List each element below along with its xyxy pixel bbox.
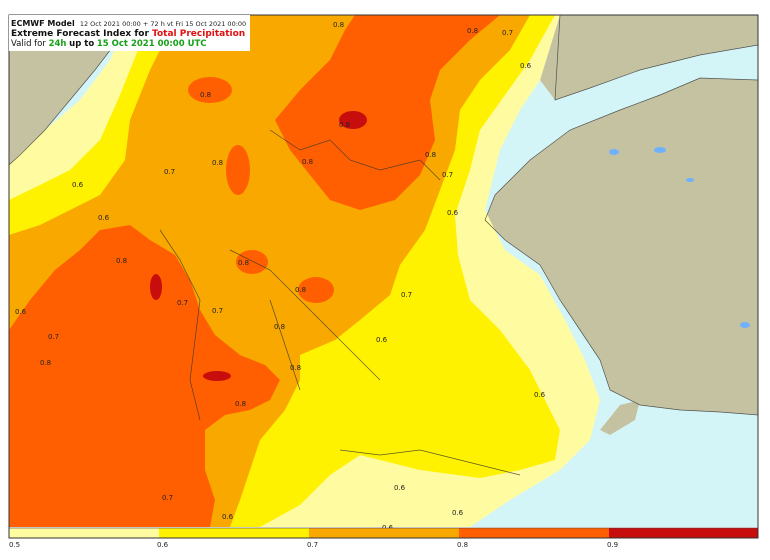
contour-label: 0.6 [520, 62, 532, 70]
colorbar-ticks: 0.5 0.6 0.7 0.8 0.9 [9, 541, 618, 549]
efi-blob-09b [150, 274, 162, 300]
colorbar-tick-label: 0.9 [607, 541, 618, 549]
colorbar-tick-label: 0.8 [457, 541, 468, 549]
valid-mid: up to [69, 39, 95, 49]
colorbar-tick-label: 0.6 [157, 541, 169, 549]
land-north [540, 15, 758, 100]
contour-label: 0.7 [212, 307, 223, 315]
contour-label: 0.7 [162, 494, 173, 502]
contour-label: 0.8 [200, 91, 211, 99]
contour-label: 0.8 [238, 259, 249, 267]
colorbar-seg-07 [309, 528, 459, 538]
colorbar-tick-label: 0.7 [307, 541, 318, 549]
colorbar-seg-05 [9, 528, 159, 538]
efi-blob-09c [203, 371, 231, 381]
parameter-name: Total Precipitation [152, 29, 246, 39]
contour-label: 0.8 [339, 121, 350, 129]
efi-band-08-north [275, 15, 500, 210]
efi-blob-08c [236, 250, 268, 274]
contour-label: 0.6 [15, 308, 27, 316]
efi-blob-08a [188, 77, 232, 103]
contour-label: 0.6 [452, 509, 464, 517]
map-frame [8, 14, 759, 539]
lakes [609, 147, 750, 328]
contour-label: 0.8 [333, 21, 344, 29]
contour-label: 0.6 [534, 391, 546, 399]
contour-label: 0.6 [376, 336, 388, 344]
efi-blob-08b [226, 145, 250, 195]
contour-label: 0.7 [502, 29, 513, 37]
land-island-east [600, 400, 640, 435]
contour-label: 0.7 [442, 171, 453, 179]
contour-label: 0.8 [467, 27, 478, 35]
contour-label: 0.6 [394, 484, 406, 492]
contour-label: 0.8 [295, 286, 306, 294]
contour-label: 0.8 [235, 400, 246, 408]
contour-label: 0.8 [212, 159, 223, 167]
valid-date: 15 Oct 2021 00:00 UTC [96, 39, 207, 49]
contour-label: 0.6 [222, 513, 234, 521]
colorbar-seg-06 [159, 528, 309, 538]
valid-prefix: Valid for [11, 39, 46, 49]
run-info: 12 Oct 2021 00:00 + 72 h vt Fri 15 Oct 2… [79, 20, 247, 28]
contour-label: 0.8 [302, 158, 313, 166]
accumulation-period: 24h [48, 39, 67, 49]
contour-label: 0.7 [401, 291, 412, 299]
title-prefix: Extreme Forecast Index for [11, 29, 149, 39]
contour-label: 0.7 [164, 168, 175, 176]
contour-label: 0.8 [425, 151, 436, 159]
efi-blob-08d [298, 277, 334, 303]
contour-label: 0.6 [72, 181, 84, 189]
efi-blob-09a [339, 111, 367, 129]
colorbar-seg-09 [609, 528, 758, 538]
contour-label: 0.6 [98, 214, 110, 222]
land-anatolia [485, 78, 758, 415]
contour-label: 0.6 [447, 209, 459, 217]
colorbar-tick-label: 0.5 [9, 541, 20, 549]
contour-label: 0.7 [177, 299, 188, 307]
contour-label: 0.8 [116, 257, 127, 265]
contour-label: 0.8 [40, 359, 51, 367]
contour-label: 0.8 [274, 323, 285, 331]
land-west [9, 15, 130, 165]
colorbar-seg-08 [459, 528, 609, 538]
contour-label: 0.8 [290, 364, 301, 372]
contour-label: 0.7 [48, 333, 59, 341]
model-name: ECMWF Model [11, 19, 75, 28]
efi-band-08-west [9, 225, 280, 527]
map-header: ECMWF Model 12 Oct 2021 00:00 + 72 h vt … [9, 15, 251, 51]
